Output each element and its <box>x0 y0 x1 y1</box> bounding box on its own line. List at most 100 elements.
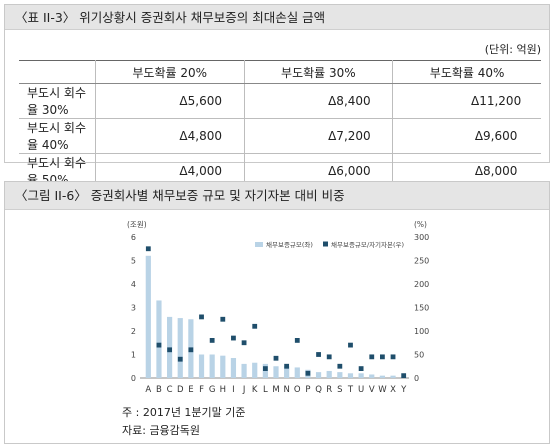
column-header: 부도확률 30% <box>244 60 394 84</box>
marker-I <box>231 335 236 341</box>
bar-A <box>145 255 151 378</box>
table-title: 〈표 II-3〉 위기상황시 증권회사 채무보증의 최대손실 금액 <box>5 5 549 30</box>
table-row: 부도시 회수율 40% Δ4,800 Δ7,200 Δ9,600 <box>19 118 541 154</box>
category-label: J <box>242 385 246 395</box>
marker-M <box>273 355 279 361</box>
marker-G <box>209 338 215 343</box>
table-cell: Δ7,200 <box>244 118 394 154</box>
bar-M <box>273 366 279 378</box>
left-tick-label: 0 <box>131 374 136 383</box>
bar-F <box>198 354 205 378</box>
figure-title: 〈그림 II-6〉 증권회사별 채무보증 규모 및 자기자본 대비 비중 <box>5 182 549 210</box>
table-corner <box>19 60 96 84</box>
table-cell: Δ5,600 <box>95 83 245 119</box>
table-panel: 〈표 II-3〉 위기상황시 증권회사 채무보증의 최대손실 금액 (단위: 억… <box>4 4 550 189</box>
left-tick-label: 1 <box>131 351 136 360</box>
left-tick-label: 5 <box>131 257 136 266</box>
category-label: T <box>347 385 354 395</box>
right-tick-label: 300 <box>414 233 429 242</box>
left-axis-unit: (조원) <box>127 220 147 229</box>
column-header: 부도확률 40% <box>392 60 541 84</box>
category-label: I <box>232 385 235 395</box>
table-unit: (단위: 억원) <box>484 43 541 56</box>
marker-J <box>241 340 247 346</box>
left-tick-label: 4 <box>131 280 136 289</box>
row-label: 부도시 회수율 40% <box>19 118 96 154</box>
left-tick-label: 6 <box>131 233 136 242</box>
bar-D <box>177 318 183 378</box>
marker-W <box>380 354 385 360</box>
category-label: P <box>305 385 310 395</box>
bar-Q <box>315 372 322 378</box>
right-tick-label: 250 <box>414 257 429 266</box>
marker-V <box>369 354 375 360</box>
marker-B <box>156 342 162 348</box>
marker-E <box>188 347 194 353</box>
marker-Q <box>316 352 321 357</box>
table-row: 부도시 회수율 30% Δ5,600 Δ8,400 Δ11,200 <box>19 83 541 119</box>
category-label: A <box>145 385 151 395</box>
category-label: Y <box>400 385 407 395</box>
table-header-row: 부도확률 20% 부도확률 30% 부도확률 40% <box>19 60 541 84</box>
right-tick-label: 0 <box>414 374 419 383</box>
bar-S <box>337 372 343 378</box>
marker-P <box>305 370 311 376</box>
marker-L <box>262 366 268 371</box>
marker-F <box>199 314 204 320</box>
bar-T <box>347 373 354 378</box>
category-label: F <box>199 385 204 395</box>
category-label: W <box>378 385 387 395</box>
category-label: N <box>283 385 289 395</box>
legend-bar-label: 채무보증규모(좌) <box>266 240 313 249</box>
column-header: 부도확률 20% <box>95 60 245 84</box>
chart: (조원) (%) 0 1 2 3 4 5 6 0 50 100 150 200 250 300 A B C D E F G H… <box>127 220 429 395</box>
marker-K <box>252 323 258 329</box>
legend-marker-swatch <box>323 241 328 247</box>
bar-N <box>284 366 290 378</box>
table-cell: Δ4,800 <box>95 118 245 154</box>
marker-O <box>294 338 300 343</box>
category-label: E <box>188 385 193 395</box>
bar-K <box>252 362 258 378</box>
category-label: R <box>326 385 332 395</box>
category-label: Q <box>315 385 322 395</box>
marker-T <box>348 342 353 348</box>
bar-X <box>390 375 396 378</box>
category-label: K <box>252 385 258 395</box>
right-tick-label: 100 <box>414 327 429 336</box>
right-tick-label: 150 <box>414 304 429 313</box>
bar-H <box>220 355 226 378</box>
marker-X <box>390 354 396 360</box>
category-label: D <box>177 385 184 395</box>
category-label: G <box>209 385 216 395</box>
right-tick-label: 200 <box>414 280 429 289</box>
table-cell: Δ8,400 <box>244 83 394 119</box>
left-tick-label: 2 <box>131 327 136 336</box>
category-label: O <box>294 385 301 395</box>
marker-N <box>284 363 290 369</box>
category-label: M <box>272 385 279 395</box>
figure-note: 주 : 2017년 1분기말 기준 <box>122 406 246 419</box>
legend-bar-swatch <box>255 242 263 247</box>
right-axis-unit: (%) <box>414 220 427 229</box>
category-label: U <box>358 385 364 395</box>
marker-Y <box>401 373 407 379</box>
bar-G <box>209 354 215 378</box>
category-label: V <box>369 385 375 395</box>
category-label: L <box>263 385 268 395</box>
bar-R <box>326 370 332 378</box>
table-cell: Δ11,200 <box>392 83 541 119</box>
category-label: H <box>220 385 226 395</box>
marker-U <box>358 366 364 371</box>
figure-source: 자료: 금융감독원 <box>122 424 201 437</box>
bar-U <box>358 373 364 378</box>
marker-D <box>177 356 183 362</box>
row-label: 부도시 회수율 30% <box>19 83 96 119</box>
bar-V <box>369 374 375 378</box>
bar-J <box>241 363 247 378</box>
category-label: B <box>156 385 162 395</box>
marker-H <box>220 316 226 322</box>
table-cell: Δ9,600 <box>392 118 541 154</box>
legend-marker-label: 채무보증규모/자기자본(우) <box>331 240 404 249</box>
figure-panel: 〈그림 II-6〉 증권회사별 채무보증 규모 및 자기자본 대비 비중 (조원… <box>4 181 550 444</box>
